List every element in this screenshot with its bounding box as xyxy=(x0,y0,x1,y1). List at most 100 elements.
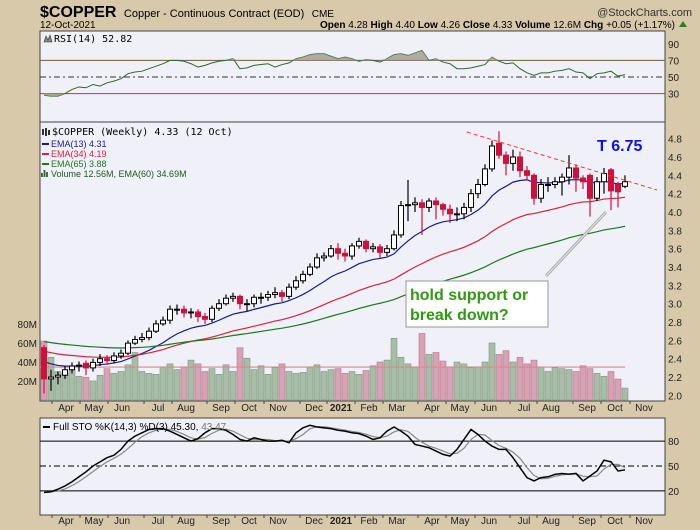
candle-body xyxy=(356,240,362,247)
volume-bar xyxy=(586,368,594,401)
candle-body xyxy=(475,183,481,195)
candle-body xyxy=(146,330,152,339)
price-tick-label: 3.6 xyxy=(668,245,682,256)
volume-bar xyxy=(390,337,398,401)
price-legend: $COPPER (Weekly) 4.33 (12 Oct) EMA(13) 4… xyxy=(41,127,233,179)
volume-bar xyxy=(131,352,139,401)
candle-icon xyxy=(42,128,50,136)
volume-bar xyxy=(509,361,517,401)
volume-bar xyxy=(103,368,111,401)
price-month-label: Sep xyxy=(212,403,230,414)
sto-month-label: Feb xyxy=(360,516,378,527)
sto-legend: Full STO %K(14,3) %D(3) 45.30, 43.47 xyxy=(43,422,227,433)
candle-body xyxy=(321,255,327,259)
candle-body xyxy=(622,181,628,187)
ema-series xyxy=(43,179,626,367)
price-month-label: 2021 xyxy=(330,403,353,414)
candle-body xyxy=(48,376,54,380)
ema13-legend: EMA(13) 4.31 xyxy=(51,139,107,149)
volume-bar xyxy=(516,356,524,401)
rsi-tick-label: 50 xyxy=(668,73,680,84)
candle-body xyxy=(510,156,516,164)
candle-body xyxy=(482,168,488,185)
sto-month-label: Sep xyxy=(578,516,596,527)
candle-body xyxy=(566,167,572,178)
candle-body xyxy=(244,303,250,306)
candle-body xyxy=(69,365,75,371)
price-month-label: Feb xyxy=(360,403,378,414)
candle-body xyxy=(139,337,145,340)
sto-month-label: Apr xyxy=(424,516,440,527)
ema34-line xyxy=(43,196,626,358)
sto-month-label: Nov xyxy=(635,516,653,527)
candle-body xyxy=(104,358,110,362)
price-tick-label: 3.2 xyxy=(668,281,682,292)
volume-bar xyxy=(68,369,76,401)
candle-body xyxy=(279,292,285,297)
price-month-label: May xyxy=(85,403,104,414)
candle-body xyxy=(265,294,271,298)
candle-body xyxy=(342,252,348,257)
volume-bar xyxy=(530,359,538,401)
sto-tick-label: 20 xyxy=(668,487,680,498)
volume-bar xyxy=(404,363,412,401)
low-value: 4.26 xyxy=(441,20,461,31)
volume-bar xyxy=(257,365,265,401)
candle-body xyxy=(97,358,103,363)
up-arrow-icon xyxy=(679,21,687,27)
volume-bar xyxy=(96,374,104,401)
volume-bar xyxy=(236,347,244,401)
candle-body xyxy=(405,204,411,207)
volume-bar xyxy=(243,357,251,401)
candle-body xyxy=(524,170,530,176)
rsi-tick-label: 90 xyxy=(668,40,680,51)
volume-bar xyxy=(278,363,286,401)
ohlc-summary: Open 4.28 High 4.40 Low 4.26 Close 4.33 … xyxy=(320,20,675,31)
price-month-label: Sep xyxy=(578,403,596,414)
instrument-name: Copper - Continuous Contract (EOD) xyxy=(124,8,304,20)
price-tick-label: 3.0 xyxy=(668,300,682,311)
volume-bar xyxy=(166,363,174,401)
open-value: 4.28 xyxy=(348,20,368,31)
candle-body xyxy=(293,280,299,288)
candle-body xyxy=(209,307,215,320)
volume-bar xyxy=(467,367,475,401)
candle-body xyxy=(41,347,47,380)
low-label: Low xyxy=(418,20,438,31)
volume-bar xyxy=(565,369,573,401)
volume-bar xyxy=(159,366,167,401)
candle-body xyxy=(398,205,404,236)
ema65-legend: EMA(65) 3.88 xyxy=(51,159,107,169)
volume-bar xyxy=(621,387,629,401)
price-tick-label: 2.6 xyxy=(668,336,682,347)
volume-bar xyxy=(152,374,160,401)
volume-bar xyxy=(145,373,153,401)
volume-bar xyxy=(523,363,531,401)
candle-body xyxy=(118,352,124,357)
price-tick-label: 3.8 xyxy=(668,226,682,237)
candle-body xyxy=(132,338,138,344)
open-label: Open xyxy=(320,20,346,31)
price-month-label: May xyxy=(451,403,470,414)
volume-bar xyxy=(495,354,503,401)
candle-body xyxy=(153,323,159,332)
candle-body xyxy=(594,181,600,199)
volume-bar xyxy=(593,373,601,401)
volume-tick-label: 40M xyxy=(18,358,37,369)
volume-bar xyxy=(551,367,559,401)
volume-bar xyxy=(481,361,489,401)
candle-body xyxy=(76,364,82,367)
candle-body xyxy=(307,266,313,275)
volume-bar xyxy=(306,366,314,401)
sto-month-label: Jun xyxy=(481,516,497,527)
high-label: High xyxy=(371,20,393,31)
candle-body xyxy=(195,311,201,318)
chg-label: Chg xyxy=(584,20,603,31)
callout-box xyxy=(405,280,549,328)
sto-tick-label: 80 xyxy=(668,437,680,448)
volume-bar xyxy=(229,371,237,401)
candle-body xyxy=(216,303,222,309)
volume-legend: Volume 12.56M, EMA(60) 34.69M xyxy=(51,169,187,179)
rsi-legend: RSI(14) 52.82 xyxy=(43,34,132,45)
callout-line-2: break down? xyxy=(410,307,509,324)
